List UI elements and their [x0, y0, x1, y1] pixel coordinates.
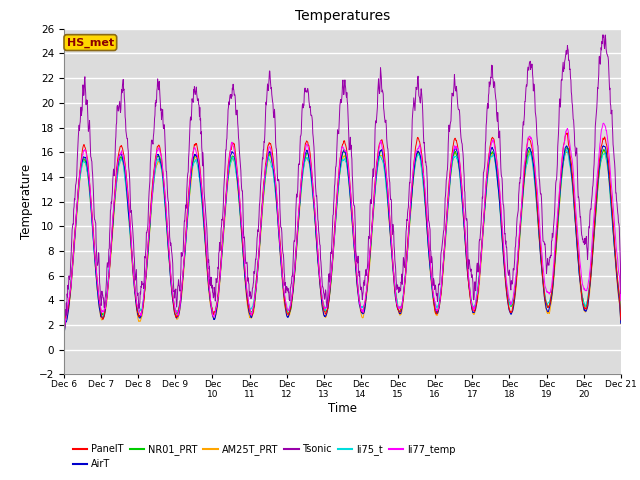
PanelT — [60, 331, 68, 337]
li77_temp — [502, 267, 509, 273]
Tsonic — [60, 332, 68, 337]
AM25T_PRT — [600, 147, 607, 153]
AirT — [600, 143, 607, 149]
Tsonic — [599, 32, 607, 38]
AM25T_PRT — [60, 331, 68, 336]
li77_temp — [600, 120, 607, 126]
Line: NR01_PRT: NR01_PRT — [64, 147, 621, 336]
li77_temp — [551, 248, 559, 253]
AirT — [60, 332, 68, 338]
AM25T_PRT — [170, 309, 178, 314]
AirT — [429, 291, 436, 297]
AM25T_PRT — [246, 314, 254, 320]
PanelT — [502, 276, 509, 281]
PanelT — [246, 309, 254, 315]
li77_temp — [170, 301, 178, 307]
Tsonic — [617, 290, 625, 296]
X-axis label: Time: Time — [328, 402, 357, 415]
li75_t — [170, 304, 178, 310]
NR01_PRT — [429, 289, 436, 295]
li77_temp — [246, 307, 254, 313]
Y-axis label: Temperature: Temperature — [20, 164, 33, 239]
PanelT — [184, 200, 191, 206]
PanelT — [170, 307, 178, 313]
NR01_PRT — [551, 264, 559, 269]
Tsonic — [502, 241, 509, 247]
Tsonic — [429, 271, 436, 276]
NR01_PRT — [184, 212, 191, 218]
AM25T_PRT — [502, 281, 509, 287]
Tsonic — [246, 289, 254, 295]
PanelT — [617, 317, 625, 323]
NR01_PRT — [170, 303, 178, 309]
NR01_PRT — [617, 315, 625, 321]
AM25T_PRT — [617, 321, 625, 326]
PanelT — [551, 260, 559, 265]
li75_t — [502, 276, 509, 281]
NR01_PRT — [563, 144, 571, 150]
li75_t — [184, 212, 191, 218]
li75_t — [60, 327, 68, 333]
AM25T_PRT — [184, 214, 191, 219]
NR01_PRT — [60, 333, 68, 338]
li75_t — [246, 307, 254, 312]
li75_t — [551, 259, 559, 265]
Line: AirT: AirT — [64, 146, 621, 335]
AirT — [551, 261, 559, 267]
Legend: PanelT, AirT, NR01_PRT, AM25T_PRT, Tsonic, li75_t, li77_temp: PanelT, AirT, NR01_PRT, AM25T_PRT, Tsoni… — [69, 441, 460, 473]
li75_t — [429, 295, 436, 300]
AirT — [170, 308, 178, 314]
li75_t — [617, 319, 625, 325]
Tsonic — [170, 288, 178, 294]
AM25T_PRT — [429, 294, 436, 300]
li77_temp — [60, 333, 68, 339]
Title: Temperatures: Temperatures — [295, 10, 390, 24]
li77_temp — [617, 298, 625, 303]
Line: PanelT: PanelT — [64, 133, 621, 334]
Line: AM25T_PRT: AM25T_PRT — [64, 150, 621, 334]
Text: HS_met: HS_met — [67, 37, 114, 48]
Line: li75_t: li75_t — [64, 150, 621, 330]
AirT — [502, 278, 509, 284]
li77_temp — [184, 208, 191, 214]
li77_temp — [429, 288, 436, 293]
PanelT — [563, 130, 571, 136]
Tsonic — [551, 209, 559, 215]
AM25T_PRT — [551, 267, 559, 273]
Line: Tsonic: Tsonic — [64, 35, 621, 335]
Line: li77_temp: li77_temp — [64, 123, 621, 336]
li75_t — [563, 147, 570, 153]
NR01_PRT — [502, 275, 509, 280]
PanelT — [429, 288, 436, 294]
AirT — [184, 209, 191, 215]
AirT — [246, 312, 254, 318]
NR01_PRT — [246, 308, 254, 313]
AirT — [617, 321, 625, 326]
Tsonic — [184, 170, 191, 176]
